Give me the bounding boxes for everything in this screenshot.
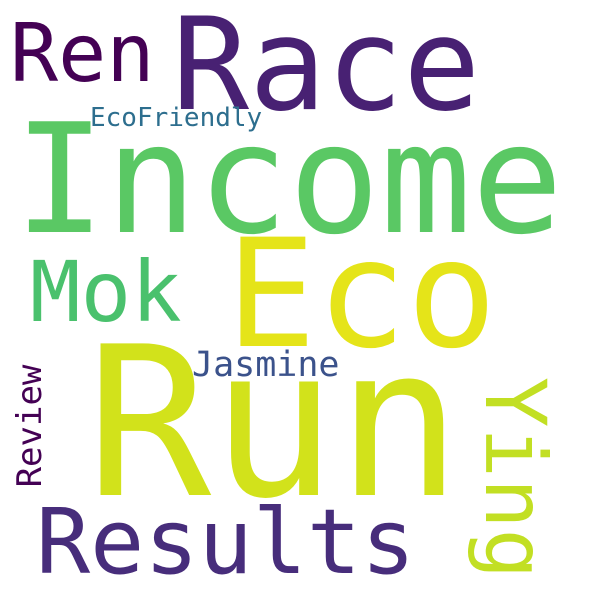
word-run: Run [86, 303, 462, 545]
word-review: Review [10, 364, 50, 488]
word-income: Income [14, 91, 564, 268]
word-eco: Eco [226, 208, 497, 382]
word-ying: Ying [466, 376, 564, 580]
word-results: Results [36, 490, 416, 595]
word-ren: Ren [10, 7, 155, 100]
word-ecofriendly: EcoFriendly [90, 103, 263, 133]
word-jasmine: Jasmine [192, 345, 340, 385]
word-mok: Mok [30, 243, 182, 341]
word-race: Race [172, 0, 481, 140]
